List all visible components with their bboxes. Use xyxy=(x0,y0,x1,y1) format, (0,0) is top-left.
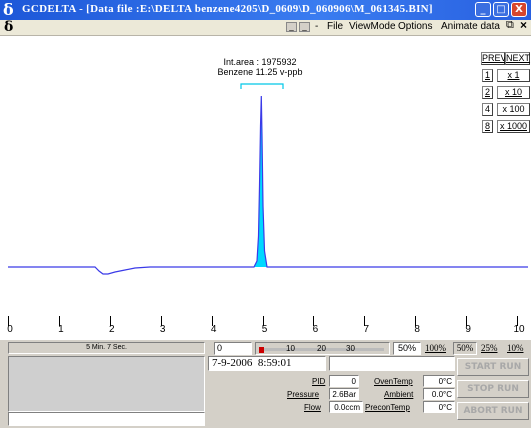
mdi-close-icon[interactable]: × xyxy=(520,18,528,32)
mdi-dash-button[interactable]: - xyxy=(315,21,319,32)
axis-tick-label: 5 xyxy=(261,324,268,335)
menu-viewmode[interactable]: ViewMode xyxy=(349,21,396,32)
time-value: 8:59:01 xyxy=(257,357,292,369)
axis-tick-label: 2 xyxy=(109,324,115,335)
peak-area-label: Int.area : 1975932 xyxy=(223,57,297,67)
pid-value: 0 xyxy=(329,375,359,387)
stop-run-button[interactable]: STOP RUN xyxy=(457,380,529,398)
axis-tick xyxy=(262,316,264,326)
doc-logo-icon[interactable]: δ xyxy=(4,19,14,35)
signal-trace xyxy=(8,95,528,275)
time-axis: 0 1 2 3 4 5 6 7 8 9 10 xyxy=(0,316,531,340)
axis-tick xyxy=(109,316,111,326)
axis-tick-label: 0 xyxy=(7,324,13,335)
meter-scale-30: 30 xyxy=(346,344,355,353)
axis-tick xyxy=(211,316,213,326)
pressure-value: 2.6Bar xyxy=(329,388,359,400)
pct-10-button[interactable]: 10% xyxy=(507,343,524,353)
zoom-key-8[interactable]: 8 xyxy=(482,120,493,133)
axis-tick-label: 8 xyxy=(414,324,420,335)
axis-tick-label: 3 xyxy=(159,324,166,335)
axis-tick xyxy=(517,316,518,326)
elapsed-time: 5 Min. 7 Sec. xyxy=(8,342,205,354)
app-logo-icon: δ xyxy=(3,0,14,19)
axis-tick-label: 7 xyxy=(363,324,370,335)
peak-area xyxy=(254,96,267,267)
zoom-x1-button[interactable]: x 1 xyxy=(497,69,530,82)
integration-bracket xyxy=(240,83,284,89)
zoom-key-1[interactable]: 1 xyxy=(482,69,493,82)
axis-tick xyxy=(415,316,417,326)
zoom-x1000-button[interactable]: x 1000 xyxy=(497,120,530,133)
meter-scale-20: 20 xyxy=(317,344,326,353)
axis-tick xyxy=(58,316,60,326)
maximize-button[interactable]: □ xyxy=(493,2,509,17)
axis-tick-label: 1 xyxy=(58,324,64,335)
message-field[interactable] xyxy=(8,412,205,426)
prev-button[interactable]: PREV. xyxy=(481,52,509,65)
window-title: GCDELTA - [Data file :E:\DELTA benzene42… xyxy=(22,3,433,15)
axis-tick xyxy=(8,316,9,326)
level-percent: 50% xyxy=(393,342,421,355)
axis-tick xyxy=(364,316,366,326)
menu-options[interactable]: Options xyxy=(398,21,433,32)
precontemp-label: PreconTemp xyxy=(365,403,410,412)
meter-scale-10: 10 xyxy=(286,344,295,353)
title-bar: δ GCDELTA - [Data file :E:\DELTA benzene… xyxy=(0,0,531,20)
counter-field[interactable]: 0 xyxy=(214,342,252,355)
oventemp-value: 0°C xyxy=(423,375,455,387)
meter-indicator xyxy=(259,347,264,353)
mdi-restore-button[interactable]: _ xyxy=(299,22,310,32)
pct-100-button[interactable]: 100% xyxy=(425,343,446,353)
datetime-display: 7-9-2006 8:59:01 xyxy=(208,356,326,371)
close-button[interactable]: X xyxy=(511,2,527,17)
axis-tick-label: 4 xyxy=(210,324,217,335)
level-meter: 10 20 30 xyxy=(255,342,390,355)
pct-25-button[interactable]: 25% xyxy=(481,343,498,353)
menu-file[interactable]: File xyxy=(327,21,344,32)
start-run-button[interactable]: START RUN xyxy=(457,358,529,376)
menu-animate-data[interactable]: Animate data xyxy=(441,21,500,32)
oventemp-label: OvenTemp xyxy=(374,377,413,386)
axis-tick xyxy=(313,316,315,326)
abort-run-button[interactable]: ABORT RUN xyxy=(457,402,529,420)
flow-label: Flow xyxy=(304,403,321,412)
axis-tick xyxy=(466,316,468,326)
chromatogram-svg xyxy=(8,83,528,275)
menu-bar: δ _ _ - File ViewMode Options Animate da… xyxy=(0,18,531,36)
ambient-label: Ambient xyxy=(384,390,414,399)
peak-compound-label: Benzene 11.25 v-ppb xyxy=(217,67,303,77)
axis-tick-label: 6 xyxy=(312,324,319,335)
mdi-restore-icon[interactable]: ⧉ xyxy=(506,19,514,31)
mdi-minimize-button[interactable]: _ xyxy=(286,22,297,32)
zoom-x100-button[interactable]: x 100 xyxy=(497,103,530,116)
zoom-key-4[interactable]: 4 xyxy=(482,103,493,116)
status-panel: 5 Min. 7 Sec. 0 10 20 30 50% 100% 50% 25… xyxy=(0,340,531,428)
status-message-field xyxy=(329,356,455,371)
axis-tick xyxy=(160,316,162,326)
pressure-label: Pressure xyxy=(287,390,320,399)
axis-tick-label: 10 xyxy=(513,324,525,335)
zoom-x10-button[interactable]: x 10 xyxy=(497,86,530,99)
zoom-key-2[interactable]: 2 xyxy=(482,86,493,99)
pct-50-button[interactable]: 50% xyxy=(453,342,477,355)
precontemp-value: 0°C xyxy=(423,401,455,413)
flow-value: 0.0ccm xyxy=(329,401,363,413)
next-button[interactable]: NEXT xyxy=(505,52,531,65)
pid-label: PID xyxy=(312,377,326,386)
ambient-value: 0.0°C xyxy=(423,388,455,400)
meter-track xyxy=(259,348,384,351)
date-value: 7-9-2006 xyxy=(212,357,253,369)
info-display xyxy=(8,356,205,412)
minimize-button[interactable]: _ xyxy=(475,2,491,17)
chromatogram-plot[interactable]: Int.area : 1975932 Benzene 11.25 v-ppb P… xyxy=(0,36,531,316)
axis-tick-label: 9 xyxy=(465,324,471,335)
